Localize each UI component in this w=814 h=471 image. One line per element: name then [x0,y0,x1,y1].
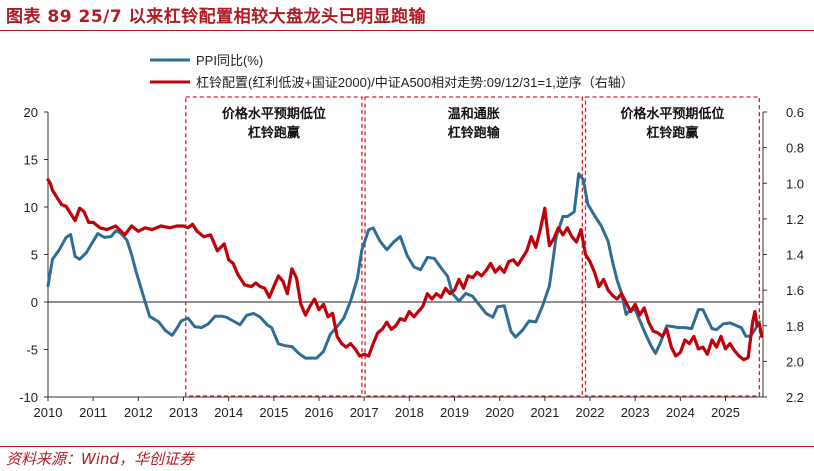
x-tick-label: 2019 [440,405,469,420]
title-divider [0,30,814,31]
x-tick-label: 2018 [395,405,424,420]
y-left-tick-label: 20 [24,105,38,120]
x-tick-label: 2024 [666,405,695,420]
y-right-tick-label: 1.8 [786,319,804,334]
x-tick-label: 2011 [79,405,107,420]
axes-layer: 20151050-5-100.60.81.01.21.41.61.82.02.2… [19,105,804,420]
annotation-box [185,96,363,397]
x-tick-label: 2014 [214,405,243,420]
y-right-tick-label: 0.6 [786,105,804,120]
y-right-tick-label: 2.0 [786,354,804,369]
source-note: 资料来源：Wind，华创证券 [6,450,195,468]
x-tick-label: 2022 [576,405,605,420]
y-right-tick-label: 1.6 [786,283,804,298]
y-right-tick-label: 0.8 [786,141,804,156]
y-left-tick-label: -10 [19,390,38,405]
x-tick-label: 2016 [305,405,334,420]
barbell-series-line [46,178,764,362]
annotation-text: 杠铃跑赢 [646,125,698,141]
annotation-box [364,96,583,397]
y-left-tick-label: 15 [24,153,38,168]
x-tick-label: 2023 [621,405,650,420]
x-tick-label: 2013 [169,405,198,420]
x-tick-label: 2012 [124,405,153,420]
chart-title: 图表 89 25/7 以来杠铃配置相较大盘龙头已明显跑输 [6,7,427,27]
x-tick-label: 2017 [350,405,379,420]
y-right-tick-label: 1.2 [786,212,804,227]
annotation-text: 价格水平预期低位 [222,106,326,122]
y-right-tick-label: 1.0 [786,176,804,191]
y-left-tick-label: -5 [26,343,38,358]
x-tick-label: 2010 [34,405,63,420]
x-tick-label: 2025 [711,405,740,420]
legend: PPI同比(%) 杠铃配置(红利低波+国证2000)/中证A500相对走势:09/… [150,53,634,90]
annotation-box [584,96,761,397]
y-right-tick-label: 1.4 [786,248,804,263]
annotation-text: 价格水平预期低位 [620,106,724,122]
x-tick-label: 2020 [485,405,514,420]
y-left-tick-label: 10 [24,200,38,215]
annotation-text: 杠铃跑赢 [248,125,300,141]
ppi-series-line [46,172,761,360]
chart-canvas: 20151050-5-100.60.81.01.21.41.61.82.02.2… [19,53,804,420]
annotation-text: 温和通胀 [448,106,500,122]
y-left-tick-label: 5 [31,248,38,263]
series-layer [46,172,764,362]
legend-label-barbell: 杠铃配置(红利低波+国证2000)/中证A500相对走势:09/12/31=1,… [196,75,634,90]
source-divider [0,446,814,447]
legend-label-ppi: PPI同比(%) [196,53,263,68]
y-right-tick-label: 2.2 [786,390,804,405]
x-tick-label: 2015 [259,405,288,420]
x-tick-label: 2021 [530,405,559,420]
y-left-tick-label: 0 [31,295,38,310]
annotation-text: 杠铃跑输 [448,125,501,141]
